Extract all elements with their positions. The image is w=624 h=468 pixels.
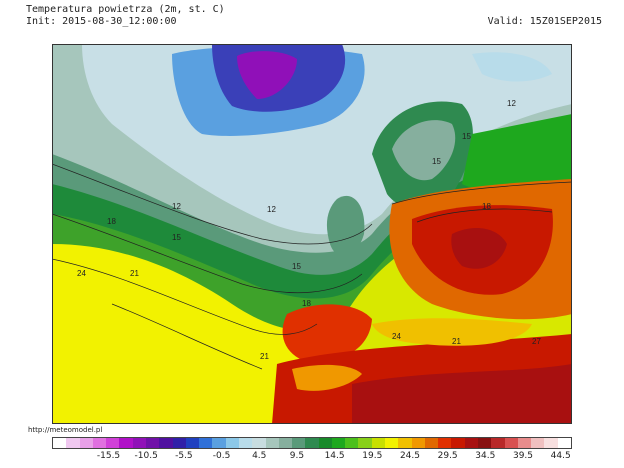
- color-swatch: [292, 438, 306, 448]
- contour-label: 15: [172, 233, 181, 242]
- scale-tick-label: 9.5: [289, 451, 305, 461]
- color-swatch: [66, 438, 80, 448]
- color-swatch: [238, 438, 253, 448]
- contour-label: 18: [302, 299, 311, 308]
- scale-tick-label: -0.5: [212, 451, 231, 461]
- greenland-peak: [237, 51, 297, 99]
- contour-label: 21: [452, 337, 461, 346]
- color-swatch: [119, 438, 133, 448]
- init-time: Init: 2015-08-30_12:00:00: [26, 16, 177, 27]
- iberia: [282, 304, 372, 363]
- color-swatch: [53, 438, 67, 448]
- color-swatch: [318, 438, 332, 448]
- color-swatch: [358, 438, 372, 448]
- color-swatch: [385, 438, 399, 448]
- color-swatch: [305, 438, 319, 448]
- scale-tick-label: 19.5: [362, 451, 383, 461]
- color-scale-bar: [52, 437, 572, 449]
- color-swatch: [531, 438, 545, 448]
- scale-tick-label: -5.5: [175, 451, 193, 461]
- contour-label: 27: [532, 337, 541, 346]
- color-swatch: [132, 438, 146, 448]
- color-swatch: [371, 438, 386, 448]
- color-swatch: [265, 438, 279, 448]
- color-swatch: [252, 438, 266, 448]
- temperature-map: 12 12 15 15 15 15 18 18 18 21 21 21 24 2…: [52, 44, 572, 424]
- color-swatch: [331, 438, 346, 448]
- scale-tick-label: -15.5: [96, 451, 121, 461]
- contour-label: 12: [507, 99, 516, 108]
- color-swatch: [185, 438, 200, 448]
- scale-tick-label: 14.5: [324, 451, 345, 461]
- map-title: Temperatura powietrza (2m, st. C): [26, 4, 225, 15]
- color-swatch: [172, 438, 186, 448]
- color-swatch: [478, 438, 492, 448]
- color-swatch: [517, 438, 532, 448]
- contour-label: 12: [172, 202, 181, 211]
- color-swatch: [411, 438, 425, 448]
- central-europe-max: [451, 228, 507, 269]
- scale-tick-label: 34.5: [475, 451, 496, 461]
- scale-tick-label: 24.5: [399, 451, 420, 461]
- color-swatch: [544, 438, 558, 448]
- color-swatch: [199, 438, 213, 448]
- contour-label: 15: [462, 132, 471, 141]
- color-swatch: [398, 438, 412, 448]
- svalbard: [472, 52, 552, 82]
- contour-label: 21: [130, 269, 139, 278]
- scale-tick-label: 39.5: [512, 451, 534, 461]
- contour-label: 24: [392, 332, 401, 341]
- color-swatch: [491, 438, 505, 448]
- mediterranean: [372, 318, 532, 346]
- color-swatch: [106, 438, 120, 448]
- contour-label: 15: [432, 157, 441, 166]
- color-swatch: [557, 438, 571, 448]
- color-swatch: [345, 438, 359, 448]
- color-scale-ticks: -15.5 -10.5 -5.5 -0.5 4.5 9.5 14.5 19.5 24.5 29.5…: [52, 451, 572, 465]
- ocean-band-21: [52, 214, 312, 424]
- color-swatch: [504, 438, 518, 448]
- contour-label: 18: [107, 217, 116, 226]
- scale-tick-label: -10.5: [134, 451, 158, 461]
- valid-time: Valid: 15Z01SEP2015: [487, 16, 602, 27]
- eastern-europe: [462, 114, 572, 194]
- contour-label: 15: [292, 262, 301, 271]
- contour-label: 21: [260, 352, 269, 361]
- atlas-warm: [292, 364, 362, 391]
- scale-tick-label: 44.5: [550, 451, 571, 461]
- color-swatch: [464, 438, 478, 448]
- color-swatch: [159, 438, 173, 448]
- scale-tick-label: 4.5: [252, 451, 267, 461]
- color-swatch: [212, 438, 226, 448]
- color-swatch: [92, 438, 107, 448]
- sahara-max: [352, 364, 572, 424]
- color-swatch: [145, 438, 160, 448]
- color-swatch: [225, 438, 239, 448]
- contour-label: 24: [77, 269, 86, 278]
- contour-label: 12: [267, 205, 276, 214]
- color-swatch: [438, 438, 452, 448]
- source-url: http://meteomodel.pl: [28, 426, 103, 434]
- color-swatch: [79, 438, 93, 448]
- color-swatch: [424, 438, 439, 448]
- scale-tick-label: 29.5: [437, 451, 458, 461]
- scandinavia-cool: [392, 120, 456, 181]
- contour-label: 18: [482, 202, 491, 211]
- color-swatch: [451, 438, 465, 448]
- color-swatch: [278, 438, 293, 448]
